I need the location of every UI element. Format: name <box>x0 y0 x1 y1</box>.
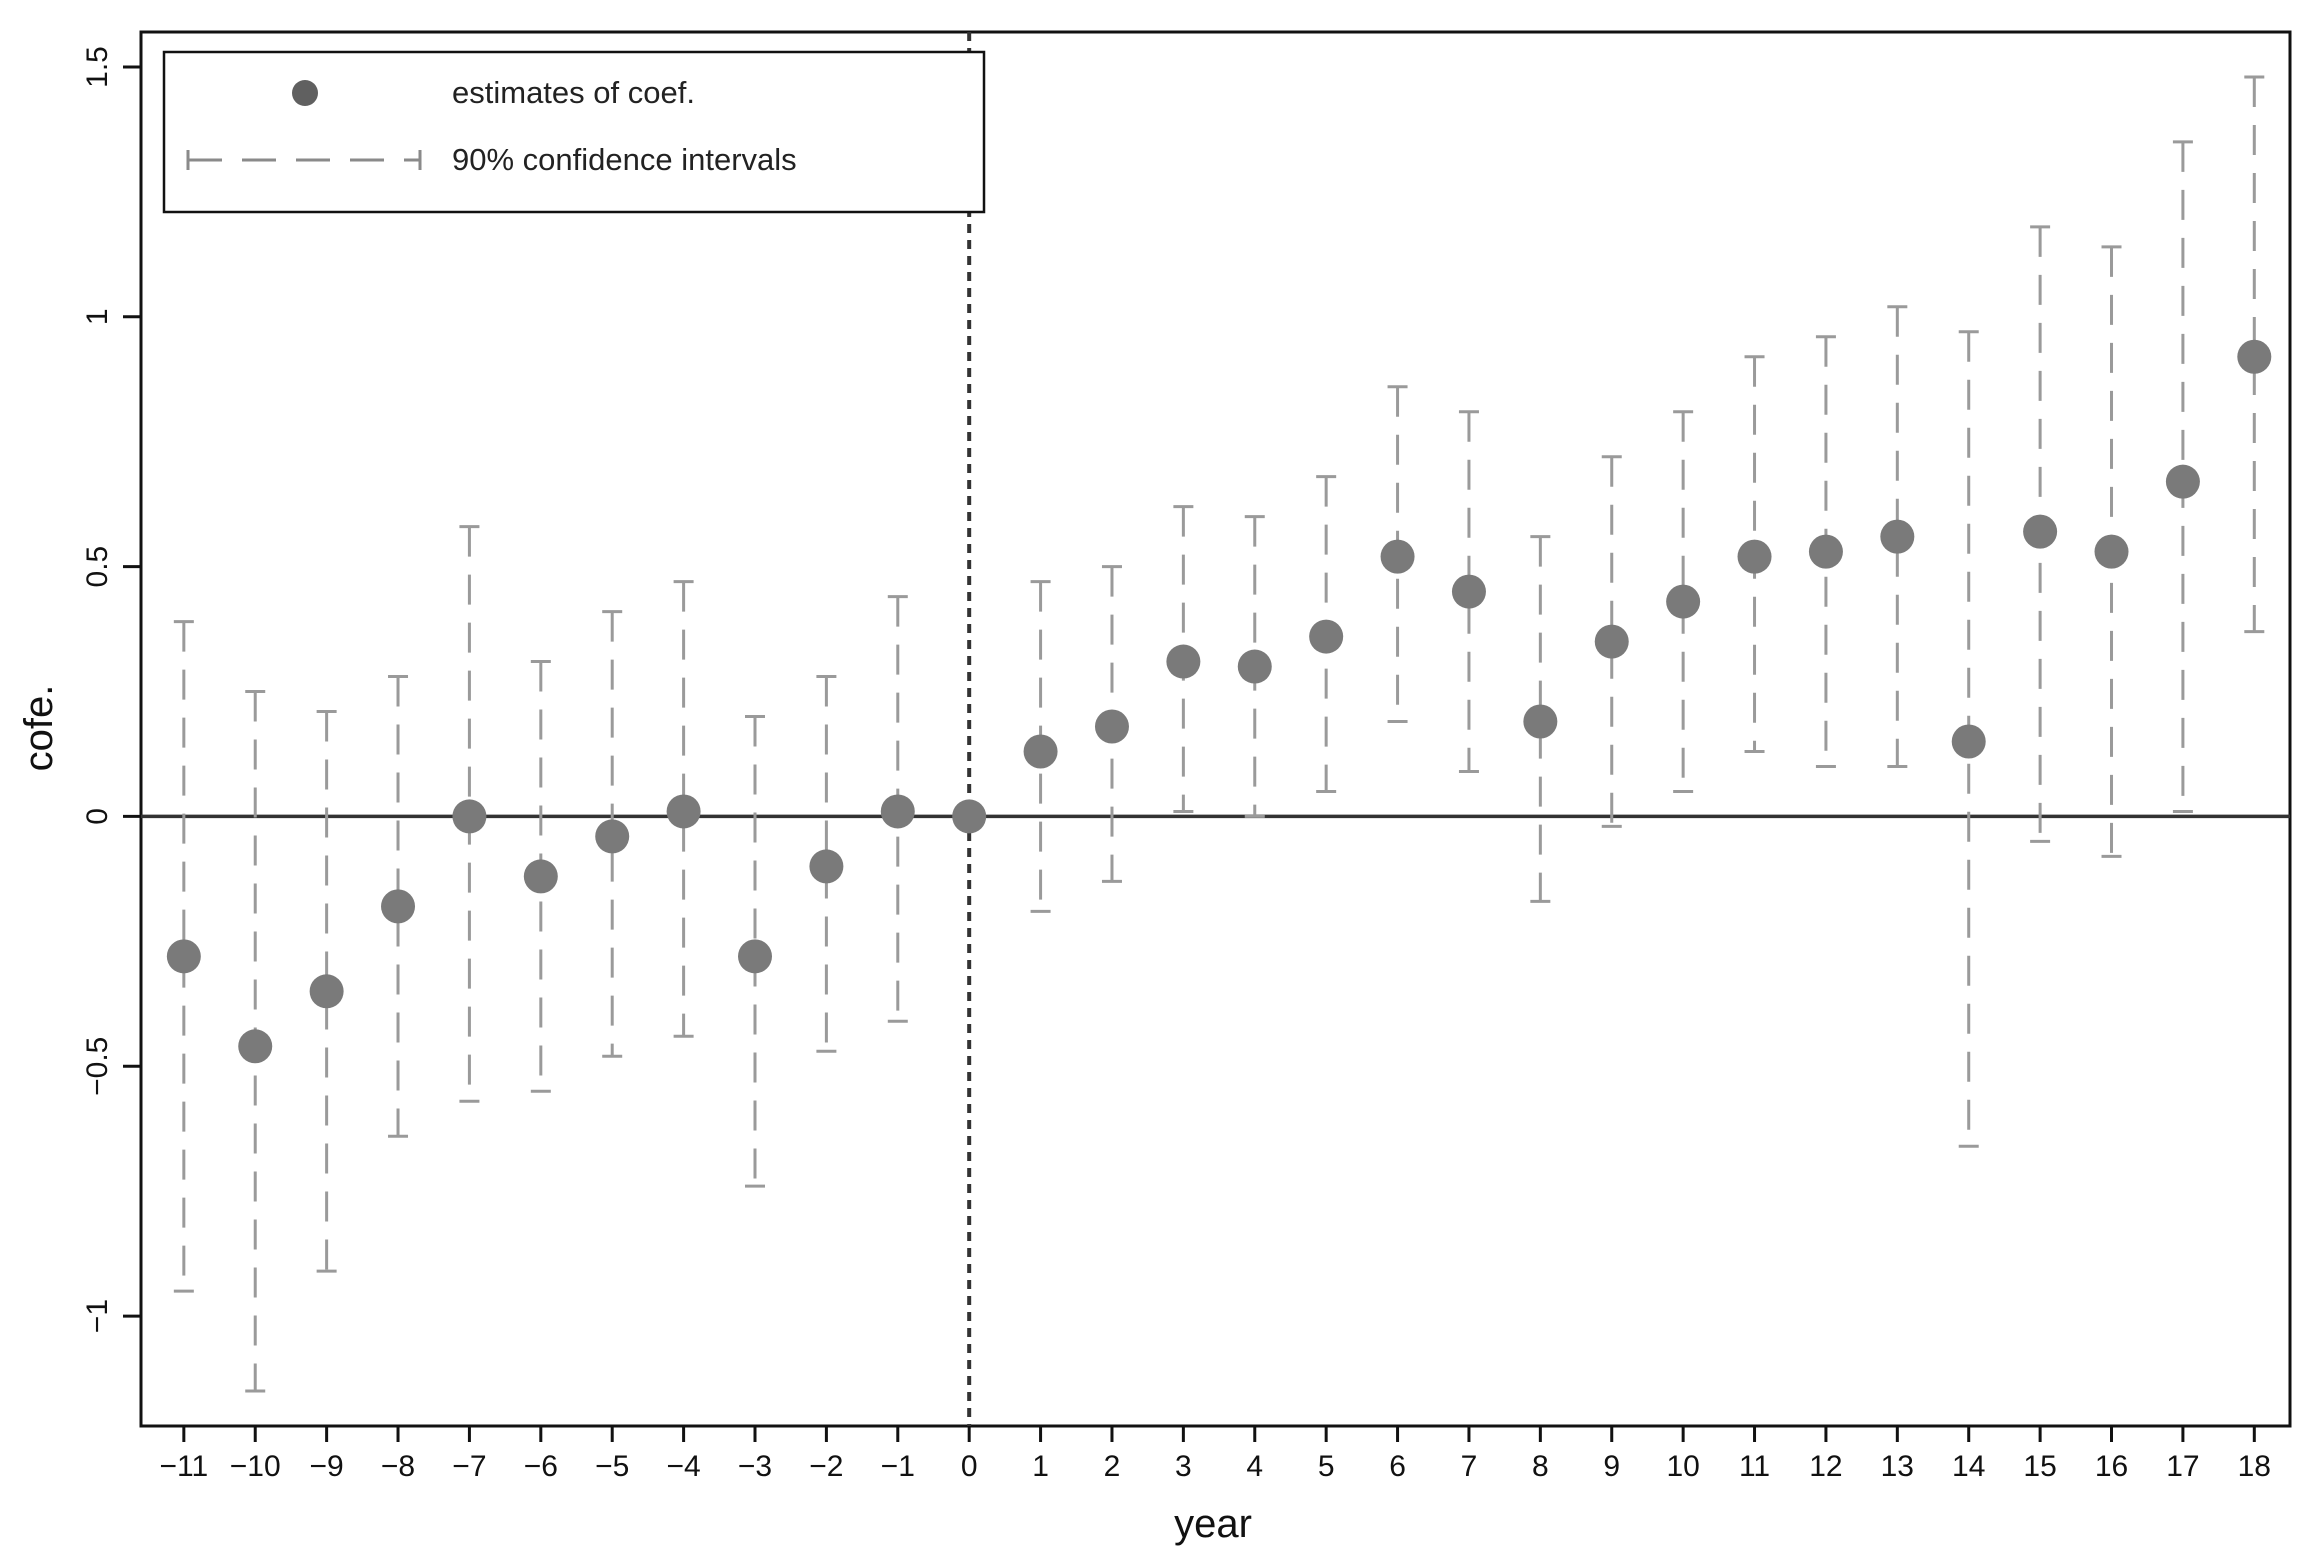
coefficient-points <box>166 339 2272 1064</box>
x-tick-label: 17 <box>2166 1450 2199 1483</box>
x-tick-label: 15 <box>2023 1450 2056 1483</box>
x-tick-label: −5 <box>595 1450 629 1483</box>
ci-bar <box>1530 535 1551 903</box>
x-tick-label: 0 <box>961 1450 978 1483</box>
x-tick-label: −2 <box>809 1450 843 1483</box>
legend-label-estimates: estimates of coef. <box>452 75 695 110</box>
coefficient-point <box>381 889 416 924</box>
plot-frame <box>139 30 2292 1428</box>
x-tick-label: 3 <box>1175 1450 1192 1483</box>
coefficient-point <box>2023 514 2058 549</box>
ci-bar <box>388 675 409 1138</box>
ci-bar <box>2244 75 2265 634</box>
coefficient-point <box>1380 539 1415 574</box>
x-tick-label: −6 <box>524 1450 558 1483</box>
x-tick-label: −4 <box>666 1450 700 1483</box>
coefficient-point <box>809 849 844 884</box>
x-tick-label: 10 <box>1666 1450 1699 1483</box>
x-tick-label: −11 <box>160 1450 209 1483</box>
x-tick-label: 4 <box>1246 1450 1263 1483</box>
ci-bar <box>745 715 765 1188</box>
x-tick-label: 5 <box>1318 1450 1335 1483</box>
y-tick-label: 0.5 <box>81 546 114 588</box>
coefficient-point <box>2237 339 2272 374</box>
plot-area-border <box>139 30 2292 1428</box>
ci-bar <box>173 620 194 1293</box>
x-tick-label: 18 <box>2238 1450 2271 1483</box>
x-tick-label: 7 <box>1461 1450 1478 1483</box>
x-tick-label: 1 <box>1032 1450 1049 1483</box>
coefficient-point <box>738 939 772 974</box>
x-tick-label: −7 <box>452 1450 486 1483</box>
x-tick-label: −3 <box>738 1450 772 1483</box>
coefficient-point <box>1808 534 1843 569</box>
ci-bar <box>316 710 337 1273</box>
ci-bar <box>816 675 837 1053</box>
ci-bar <box>1673 410 1694 793</box>
y-tick-label: 1 <box>81 308 114 325</box>
coefficient-point <box>595 819 630 854</box>
coefficient-point <box>1666 584 1701 619</box>
coefficient-point <box>238 1029 273 1064</box>
x-tick-label: −9 <box>310 1450 344 1483</box>
coefficient-point <box>2165 464 2200 499</box>
x-tick-label: 11 <box>1739 1450 1770 1483</box>
ci-bar <box>1458 410 1479 773</box>
x-tick-label: 6 <box>1389 1450 1406 1483</box>
legend-label-ci: 90% confidence intervals <box>452 142 797 177</box>
ci-bar <box>1601 455 1622 828</box>
coefficient-point <box>666 794 701 829</box>
ci-bar <box>1887 305 1908 768</box>
coefficient-point <box>523 859 558 894</box>
y-axis: −1 −0.5 0 0.5 1 1.5 <box>81 46 141 1333</box>
reference-lines <box>141 32 2290 1426</box>
legend-point-marker <box>292 80 318 106</box>
x-tick-label: −8 <box>381 1450 415 1483</box>
coefficient-point <box>309 974 344 1009</box>
coefficient-point <box>452 799 487 834</box>
x-tick-label: 13 <box>1881 1450 1914 1483</box>
x-tick-label: 8 <box>1532 1450 1549 1483</box>
x-axis: −11 −10 −9 −8 −7 −6 −5 −4 −3 −2 −1 0 1 2 3 4 5 6 7 8 9 10 11 12… <box>160 1426 2271 1483</box>
legend-box <box>162 50 986 214</box>
ci-bar <box>2172 140 2193 813</box>
x-tick-label: 14 <box>1952 1450 1985 1483</box>
coefficient-point <box>1309 619 1344 654</box>
coefficient-point <box>1880 519 1915 554</box>
coefficient-point <box>1237 649 1272 684</box>
coefficient-point <box>1451 574 1486 609</box>
ci-bar <box>459 525 480 1103</box>
x-tick-label: 12 <box>1809 1450 1842 1483</box>
x-axis-title: year <box>1174 1502 1252 1546</box>
ci-bar <box>673 580 694 1038</box>
coefficient-point <box>1094 709 1129 744</box>
coefficient-point <box>1023 734 1058 769</box>
y-axis-title: cofe. <box>17 685 61 772</box>
coefficient-point <box>2094 534 2129 569</box>
x-tick-label: −10 <box>230 1450 281 1483</box>
y-tick-label: 1.5 <box>81 46 114 88</box>
coefficient-point <box>1737 539 1772 574</box>
ci-bar <box>602 610 623 1058</box>
coefficient-point <box>1594 624 1629 659</box>
y-tick-label: 0 <box>81 808 114 825</box>
legend: estimates of coef. 90% confidence interv… <box>162 50 986 214</box>
coefficient-point <box>952 799 987 834</box>
y-tick-label: −0.5 <box>81 1037 114 1096</box>
coefficient-point <box>880 794 915 829</box>
coefficient-point <box>1523 704 1558 739</box>
coefficient-point <box>1166 644 1201 679</box>
x-tick-label: 2 <box>1104 1450 1121 1483</box>
x-tick-label: 16 <box>2095 1450 2128 1483</box>
x-tick-label: 9 <box>1603 1450 1620 1483</box>
x-tick-label: −1 <box>881 1450 915 1483</box>
y-tick-label: −1 <box>81 1299 114 1333</box>
confidence-intervals <box>173 75 2265 1393</box>
coefficient-point <box>1951 724 1986 759</box>
coefficient-point <box>166 939 201 974</box>
legend-ci-marker <box>186 150 422 170</box>
